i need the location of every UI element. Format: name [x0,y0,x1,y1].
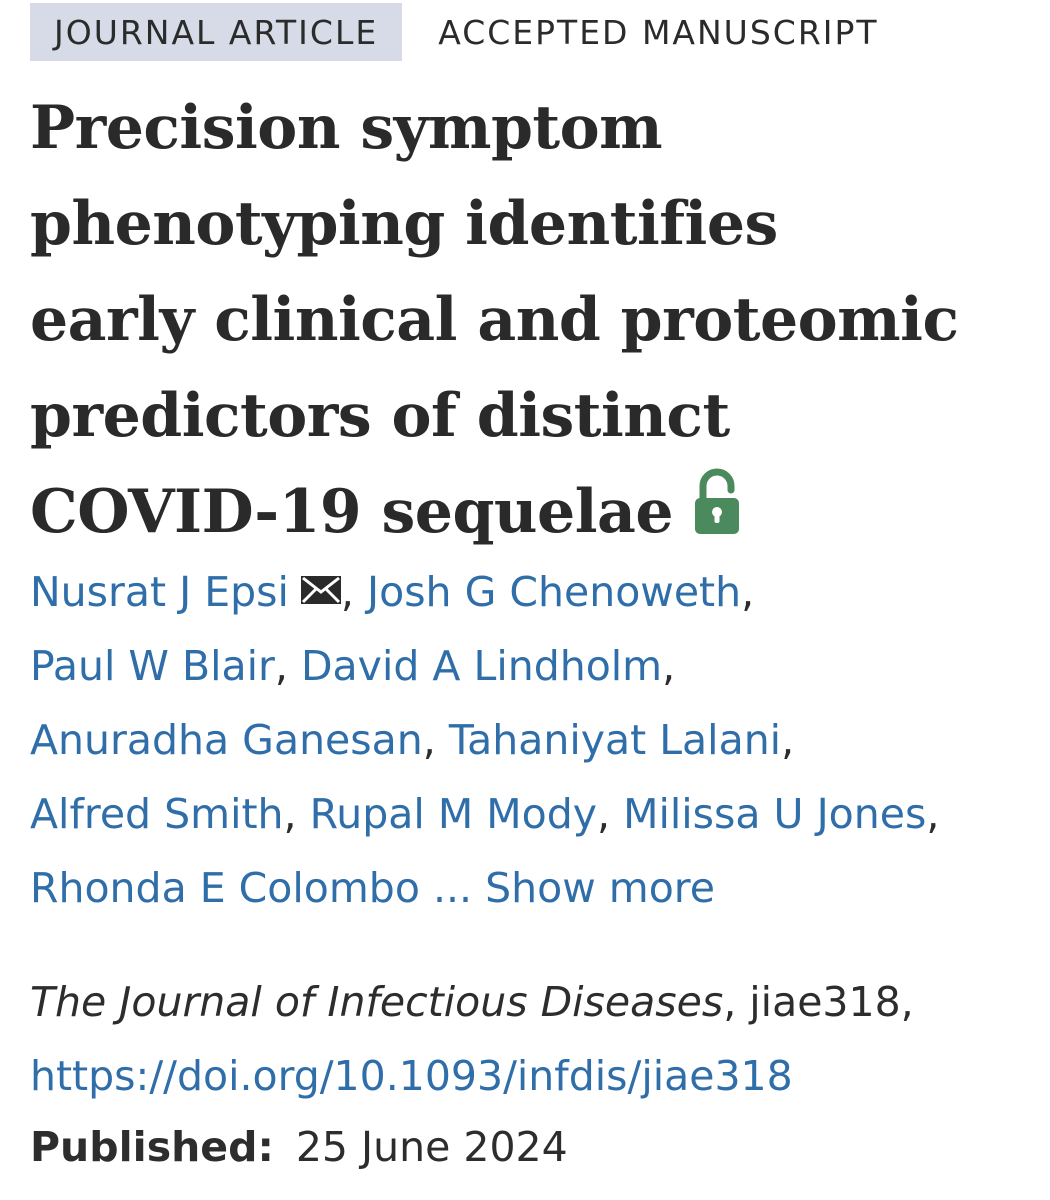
author-row: Anuradha Ganesan, Tahaniyat Lalani, [30,703,1030,777]
author-separator: , [926,790,940,838]
author-list: Nusrat J Epsi , Josh G Chenoweth, Paul W… [30,555,1030,925]
published-date-row: Published: 25 June 2024 [30,1110,568,1184]
title-line: predictors of distinct [30,381,730,451]
author-separator: , [662,642,676,690]
published-label: Published: [30,1123,274,1171]
author-row: Nusrat J Epsi , Josh G Chenoweth, [30,555,1030,629]
doi-link[interactable]: https://doi.org/10.1093/infdis/jiae318 [30,1052,793,1100]
title-line-text: COVID-19 sequelae [30,477,674,547]
envelope-icon[interactable] [300,576,341,604]
author-link[interactable]: Milissa U Jones [623,790,927,838]
article-badges: JOURNAL ARTICLE ACCEPTED MANUSCRIPT [30,3,879,61]
article-title: Precision symptom phenotyping identifies… [30,80,1030,560]
author-separator: , [340,568,354,616]
citation: The Journal of Infectious Diseases, jiae… [30,965,1030,1113]
author-link[interactable]: Paul W Blair [30,642,275,690]
title-line-last: COVID-19 sequelae [30,464,1030,560]
author-separator: , [274,642,288,690]
citation-journal-row: The Journal of Infectious Diseases, jiae… [30,965,1030,1039]
author-link[interactable]: David A Lindholm [300,642,663,690]
manuscript-status-label: ACCEPTED MANUSCRIPT [438,12,879,52]
unlocked-padlock-icon [695,468,740,534]
article-type-badge: JOURNAL ARTICLE [30,3,403,61]
author-separator: , [422,716,436,764]
journal-name: The Journal of Infectious Diseases [30,978,724,1026]
title-line: Precision symptom [30,93,663,163]
author-link[interactable]: Tahaniyat Lalani [448,716,782,764]
author-row: Rhonda E Colombo ... Show more [30,851,1030,925]
author-row: Alfred Smith, Rupal M Mody, Milissa U Jo… [30,777,1030,851]
article-id: , jiae318, [723,978,914,1026]
author-link[interactable]: Alfred Smith [30,790,284,838]
author-link[interactable]: Anuradha Ganesan [30,716,423,764]
author-link[interactable]: Nusrat J Epsi [30,568,289,616]
author-row: Paul W Blair, David A Lindholm, [30,629,1030,703]
author-ellipsis: ... [432,864,473,912]
author-link[interactable]: Josh G Chenoweth [367,568,742,616]
published-date: 25 June 2024 [295,1123,568,1171]
citation-doi-row: https://doi.org/10.1093/infdis/jiae318 [30,1039,1030,1113]
author-separator: , [283,790,297,838]
author-separator: , [597,790,611,838]
title-line: phenotyping identifies [30,189,778,259]
author-link[interactable]: Rupal M Mody [309,790,597,838]
show-more-authors-link[interactable]: Show more [485,864,715,912]
title-line: early clinical and proteomic [30,285,959,355]
author-separator: , [781,716,795,764]
author-separator: , [741,568,755,616]
author-link[interactable]: Rhonda E Colombo [30,864,420,912]
